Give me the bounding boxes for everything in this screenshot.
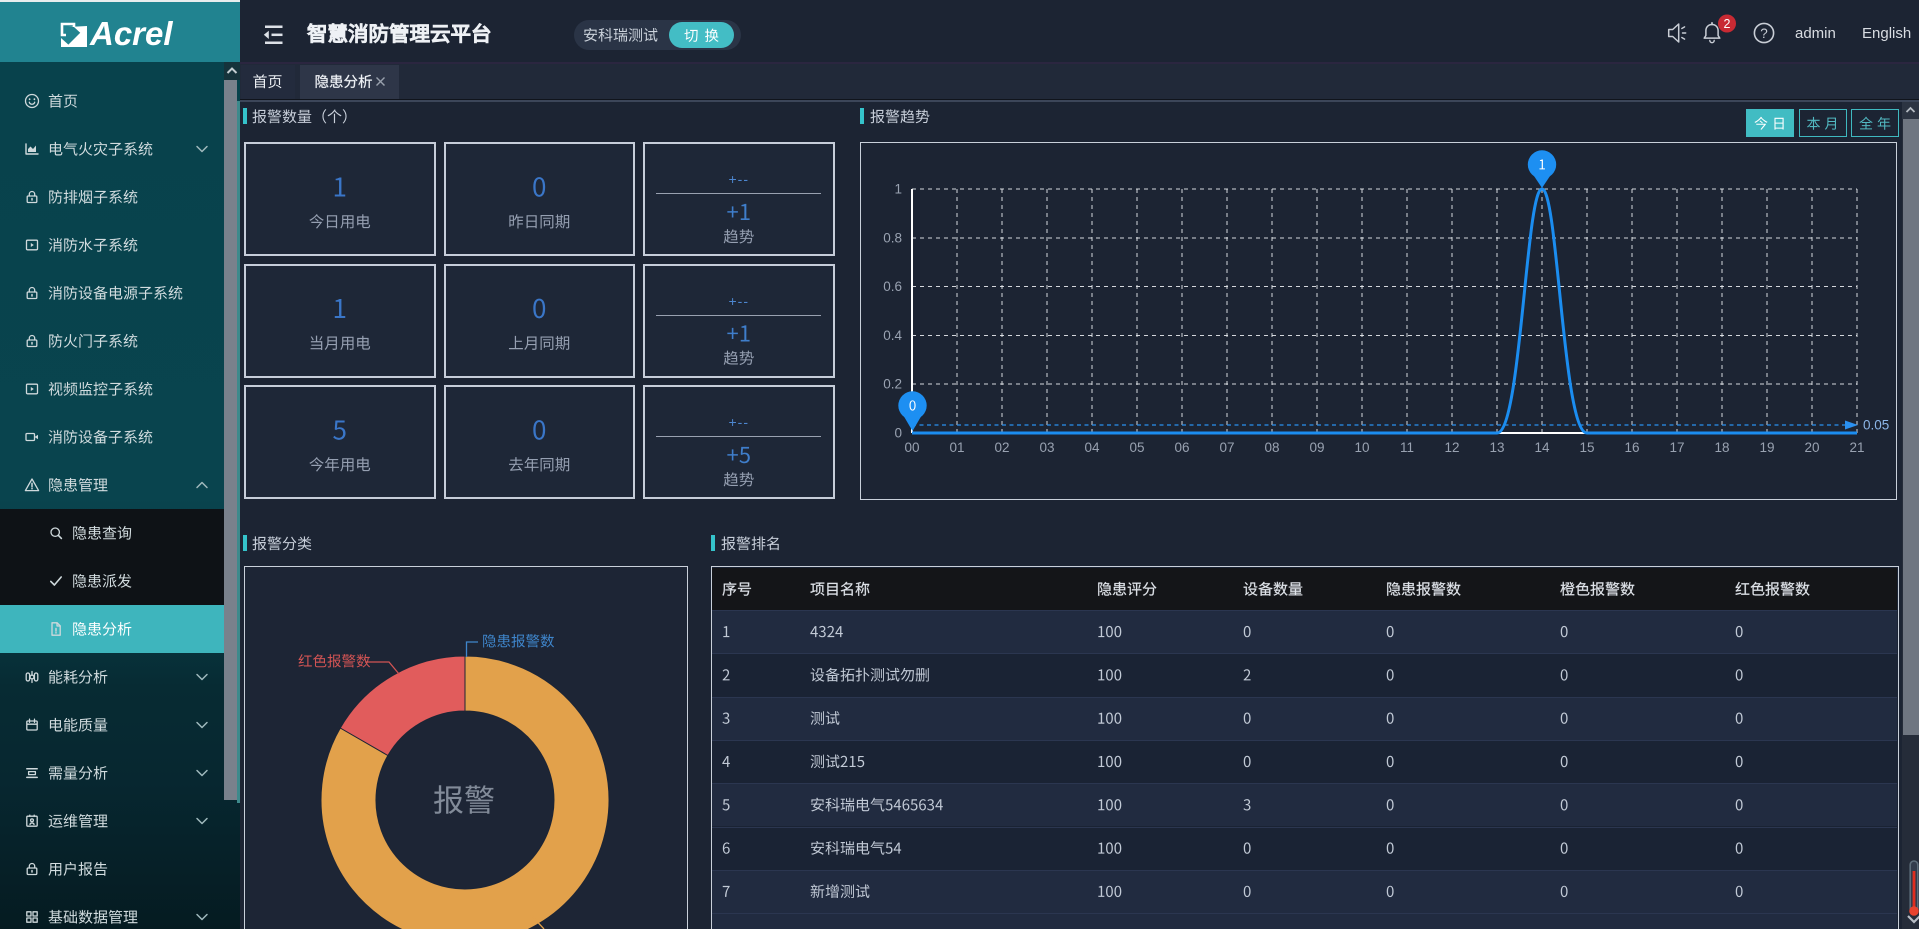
svg-text:0.6: 0.6 [883,279,902,294]
svg-text:Acrel: Acrel [89,15,173,52]
svg-text:21: 21 [1849,440,1864,455]
svg-text:16: 16 [1624,440,1639,455]
svg-text:11: 11 [1400,440,1414,455]
svg-text:14: 14 [1534,440,1550,455]
svg-text:04: 04 [1084,440,1100,455]
svg-text:07: 07 [1219,440,1234,455]
svg-text:02: 02 [994,440,1009,455]
svg-text:00: 00 [904,440,919,455]
svg-text:01: 01 [949,440,964,455]
svg-text:15: 15 [1579,440,1594,455]
svg-text:03: 03 [1039,440,1054,455]
svg-text:13: 13 [1489,440,1504,455]
svg-text:2: 2 [1724,17,1731,31]
svg-text:12: 12 [1444,440,1459,455]
svg-text:20: 20 [1804,440,1819,455]
svg-text:1: 1 [894,182,902,197]
svg-text:0.8: 0.8 [883,230,902,245]
svg-text:0: 0 [894,426,902,441]
svg-text:08: 08 [1264,440,1279,455]
svg-text:19: 19 [1759,440,1774,455]
svg-text:0.2: 0.2 [883,377,902,392]
svg-text:10: 10 [1354,440,1369,455]
svg-text:0.4: 0.4 [883,328,902,343]
svg-text:18: 18 [1714,440,1729,455]
svg-text:09: 09 [1309,440,1324,455]
svg-text:05: 05 [1129,440,1144,455]
svg-text:?: ? [1760,26,1768,41]
svg-text:06: 06 [1174,440,1189,455]
svg-text:0.05: 0.05 [1863,418,1889,433]
svg-text:17: 17 [1669,440,1684,455]
